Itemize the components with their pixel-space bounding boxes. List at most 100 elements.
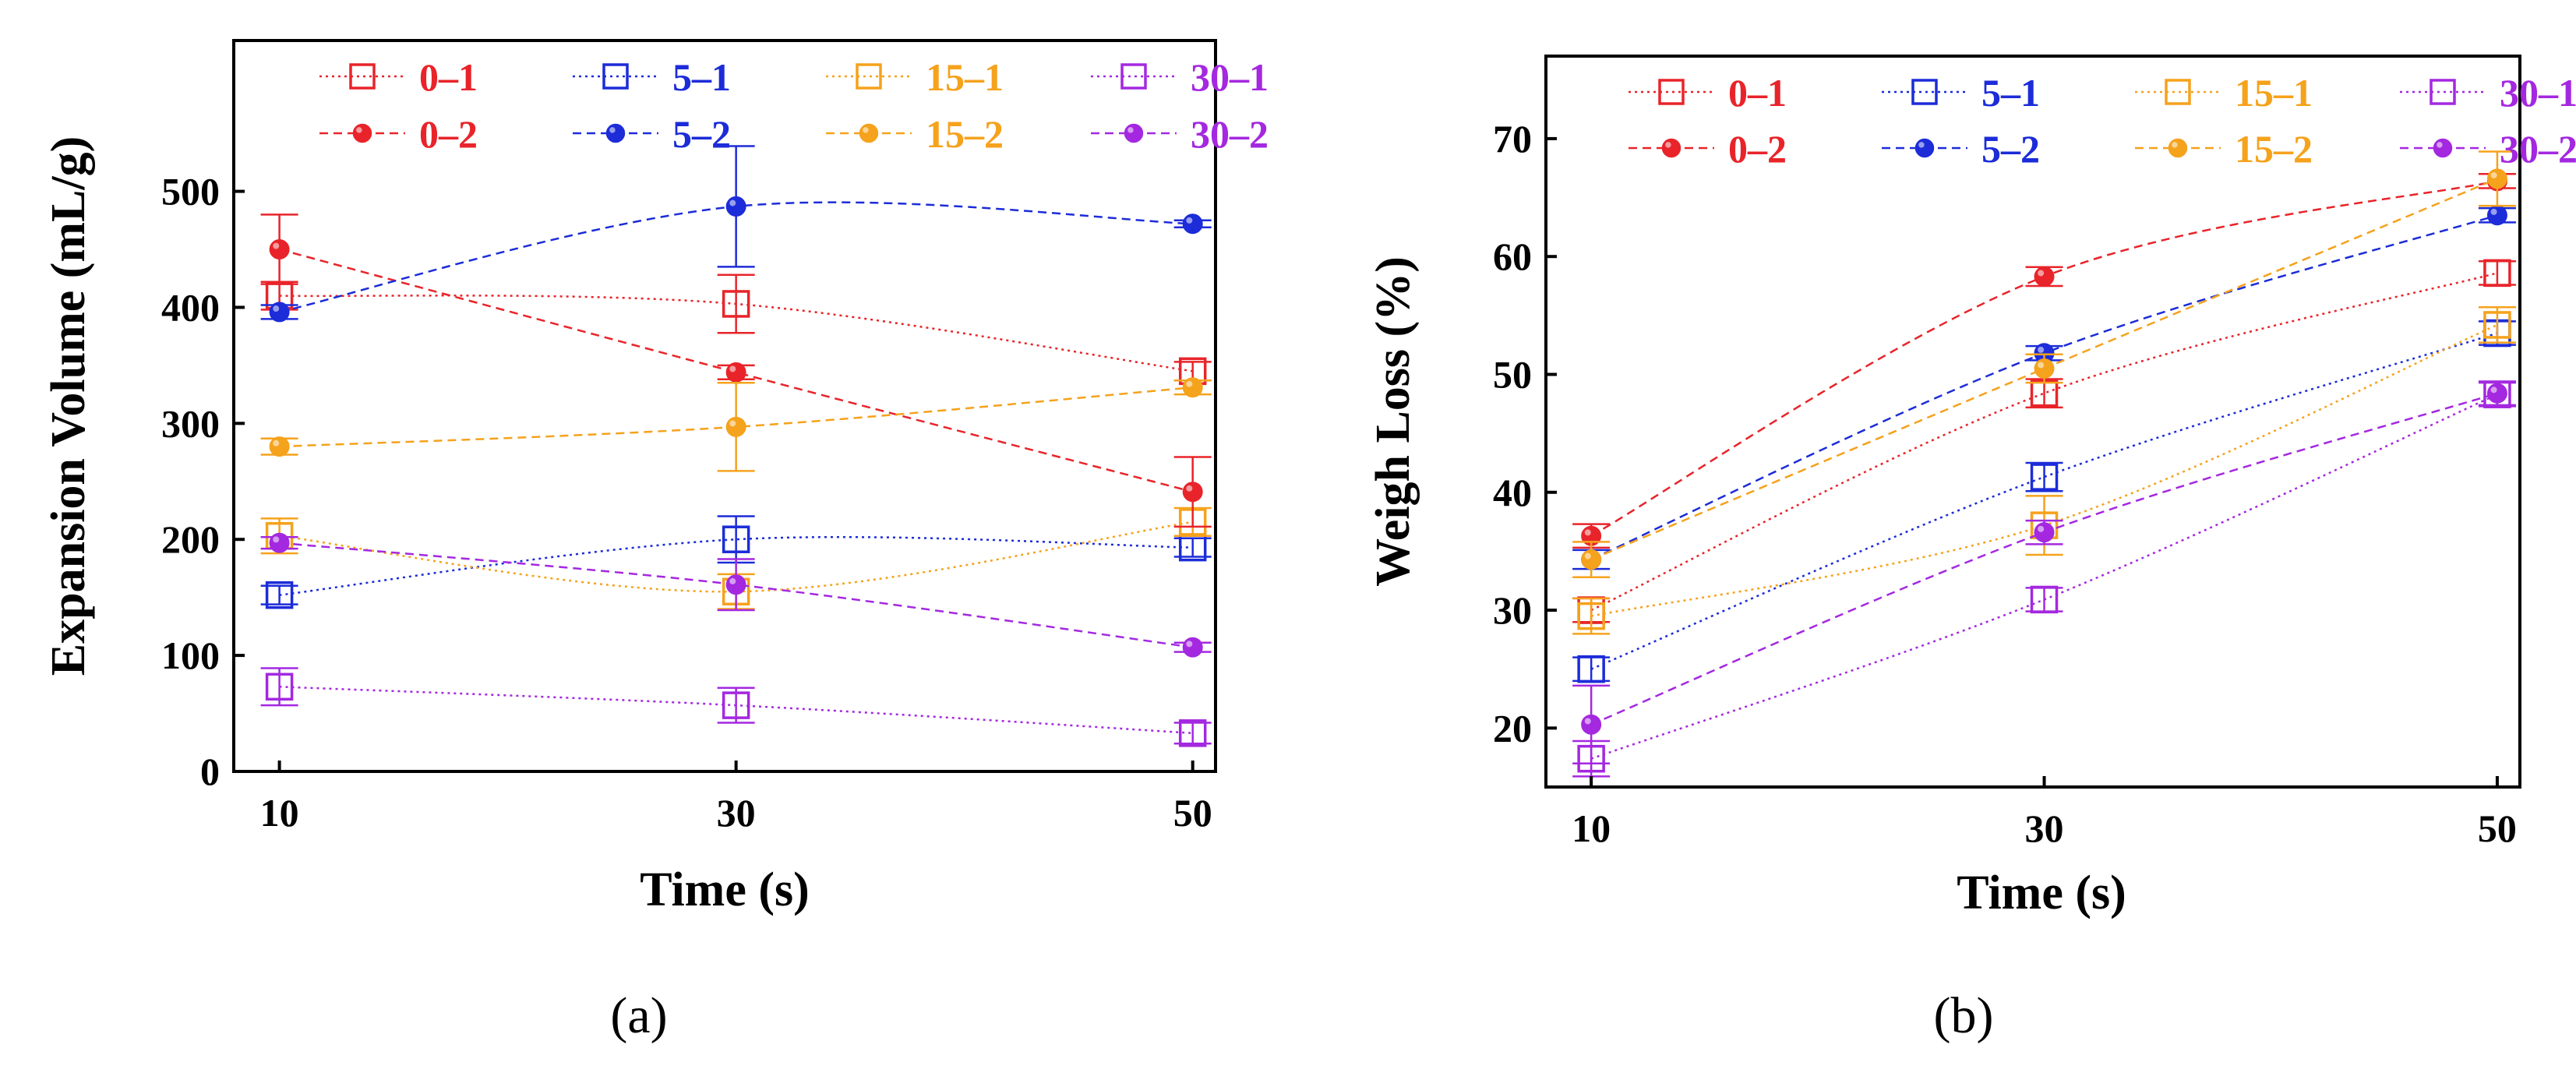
series-line: [279, 521, 1193, 593]
x-tick-label: 30: [717, 791, 756, 835]
legend-swatch-marker-highlight: [1665, 142, 1671, 148]
legend-swatch-marker: [2165, 79, 2191, 105]
data-point: [2034, 522, 2055, 543]
legend-item-15-2: 15–2: [826, 112, 1004, 156]
series-15-2: [260, 377, 1212, 472]
series-line: [1590, 394, 2498, 760]
series-5-2: [260, 145, 1212, 323]
legend-label: 5–2: [1981, 127, 2040, 171]
legend-swatch-marker: [1124, 123, 1144, 143]
legend-label: 30–1: [2500, 71, 2576, 115]
legend-item-15-1: 15–1: [826, 55, 1004, 99]
legend-swatch-marker: [2168, 138, 2188, 158]
data-point: [725, 574, 746, 595]
data-point: [725, 362, 746, 383]
data-point: [265, 581, 294, 609]
data-point: [2483, 259, 2511, 288]
data-point-highlight: [1584, 552, 1591, 559]
data-point: [1178, 719, 1207, 747]
legend-swatch-marker: [1911, 79, 1938, 105]
data-point-highlight: [729, 199, 736, 206]
legend-swatch-marker: [859, 123, 879, 143]
legend-label: 0–2: [419, 112, 478, 156]
legend-label: 5–2: [672, 112, 731, 156]
y-tick-label: 70: [1493, 117, 1532, 161]
data-point-highlight: [1186, 380, 1193, 387]
data-point: [1577, 602, 1605, 630]
data-point: [269, 532, 290, 553]
y-tick-label: 50: [1493, 352, 1532, 396]
data-point: [1182, 637, 1203, 658]
series-30-2: [260, 532, 1212, 658]
panel-label: (b): [1934, 987, 1994, 1044]
legend-swatch-marker: [2430, 79, 2456, 105]
legend-swatch-marker: [1914, 138, 1935, 158]
x-tick-label: 30: [2025, 806, 2064, 850]
legend-item-5-2: 5–2: [1882, 127, 2040, 171]
legend-swatch-marker-highlight: [2172, 142, 2178, 148]
legend-swatch-marker: [1120, 63, 1147, 90]
series-30-2: [1572, 380, 2516, 764]
data-point: [1182, 214, 1203, 235]
data-point-highlight: [2490, 208, 2497, 215]
data-point: [1581, 549, 1602, 570]
series-layer: [260, 145, 1212, 747]
data-point-highlight: [1186, 641, 1193, 648]
series-line: [1590, 392, 2498, 725]
data-point: [2034, 266, 2055, 287]
legend-swatch-marker: [602, 63, 629, 90]
legend-label: 15–2: [926, 112, 1004, 156]
data-point: [2030, 463, 2059, 491]
data-point-highlight: [729, 420, 736, 427]
legend-swatch-marker-highlight: [863, 127, 869, 133]
legend-swatch-marker-highlight: [609, 127, 616, 133]
x-tick-label: 10: [260, 791, 299, 835]
data-point-highlight: [729, 577, 736, 584]
data-point: [725, 196, 746, 217]
data-point: [269, 239, 290, 259]
legend-item-5-2: 5–2: [573, 112, 731, 156]
legend-item-0-1: 0–1: [1629, 71, 1787, 115]
y-tick-label: 30: [1493, 588, 1532, 632]
data-point: [265, 672, 294, 701]
y-axis-title: Weigh Loss (%): [1367, 256, 1420, 587]
legend-swatch-marker-highlight: [1127, 127, 1134, 133]
series-line: [279, 542, 1193, 648]
legend-item-5-1: 5–1: [1882, 71, 2040, 115]
data-point: [2486, 205, 2507, 226]
series-line: [1590, 332, 2498, 670]
legend-label: 30–2: [1191, 112, 1269, 156]
series-0-1: [1572, 259, 2516, 624]
data-point-highlight: [2038, 362, 2045, 369]
legend-swatch-marker-highlight: [356, 127, 362, 133]
data-point-highlight: [2490, 386, 2497, 394]
data-point: [722, 525, 750, 553]
legend-label: 30–2: [2500, 127, 2576, 171]
data-point: [1182, 482, 1203, 503]
legend-label: 5–1: [1981, 71, 2040, 115]
legend-label: 0–1: [1728, 71, 1787, 115]
legend-item-15-2: 15–2: [2135, 127, 2313, 171]
data-point-highlight: [273, 536, 280, 543]
y-axis-title: Expansion Volume (mL/g): [42, 136, 95, 676]
legend-swatch-marker: [349, 63, 376, 90]
data-point: [269, 436, 290, 457]
data-point-highlight: [2038, 525, 2045, 532]
legend-label: 0–2: [1728, 127, 1787, 171]
legend-swatch-marker: [1661, 138, 1681, 158]
data-point-highlight: [273, 305, 280, 312]
legend-item-30-1: 30–1: [1091, 55, 1269, 99]
legend-item-30-2: 30–2: [1091, 112, 1269, 156]
data-point-highlight: [273, 439, 280, 446]
legend-label: 30–1: [1191, 55, 1269, 99]
axis-layer: 10 30 50 20 30 40 50 60 70: [1493, 117, 2517, 850]
y-tick-label: 40: [1493, 471, 1532, 514]
legend-item-0-1: 0–1: [319, 55, 478, 99]
data-point: [2034, 358, 2055, 379]
y-tick-label: 60: [1493, 235, 1532, 278]
legend-swatch-marker-highlight: [1918, 142, 1925, 148]
legend-item-30-2: 30–2: [2400, 127, 2576, 171]
